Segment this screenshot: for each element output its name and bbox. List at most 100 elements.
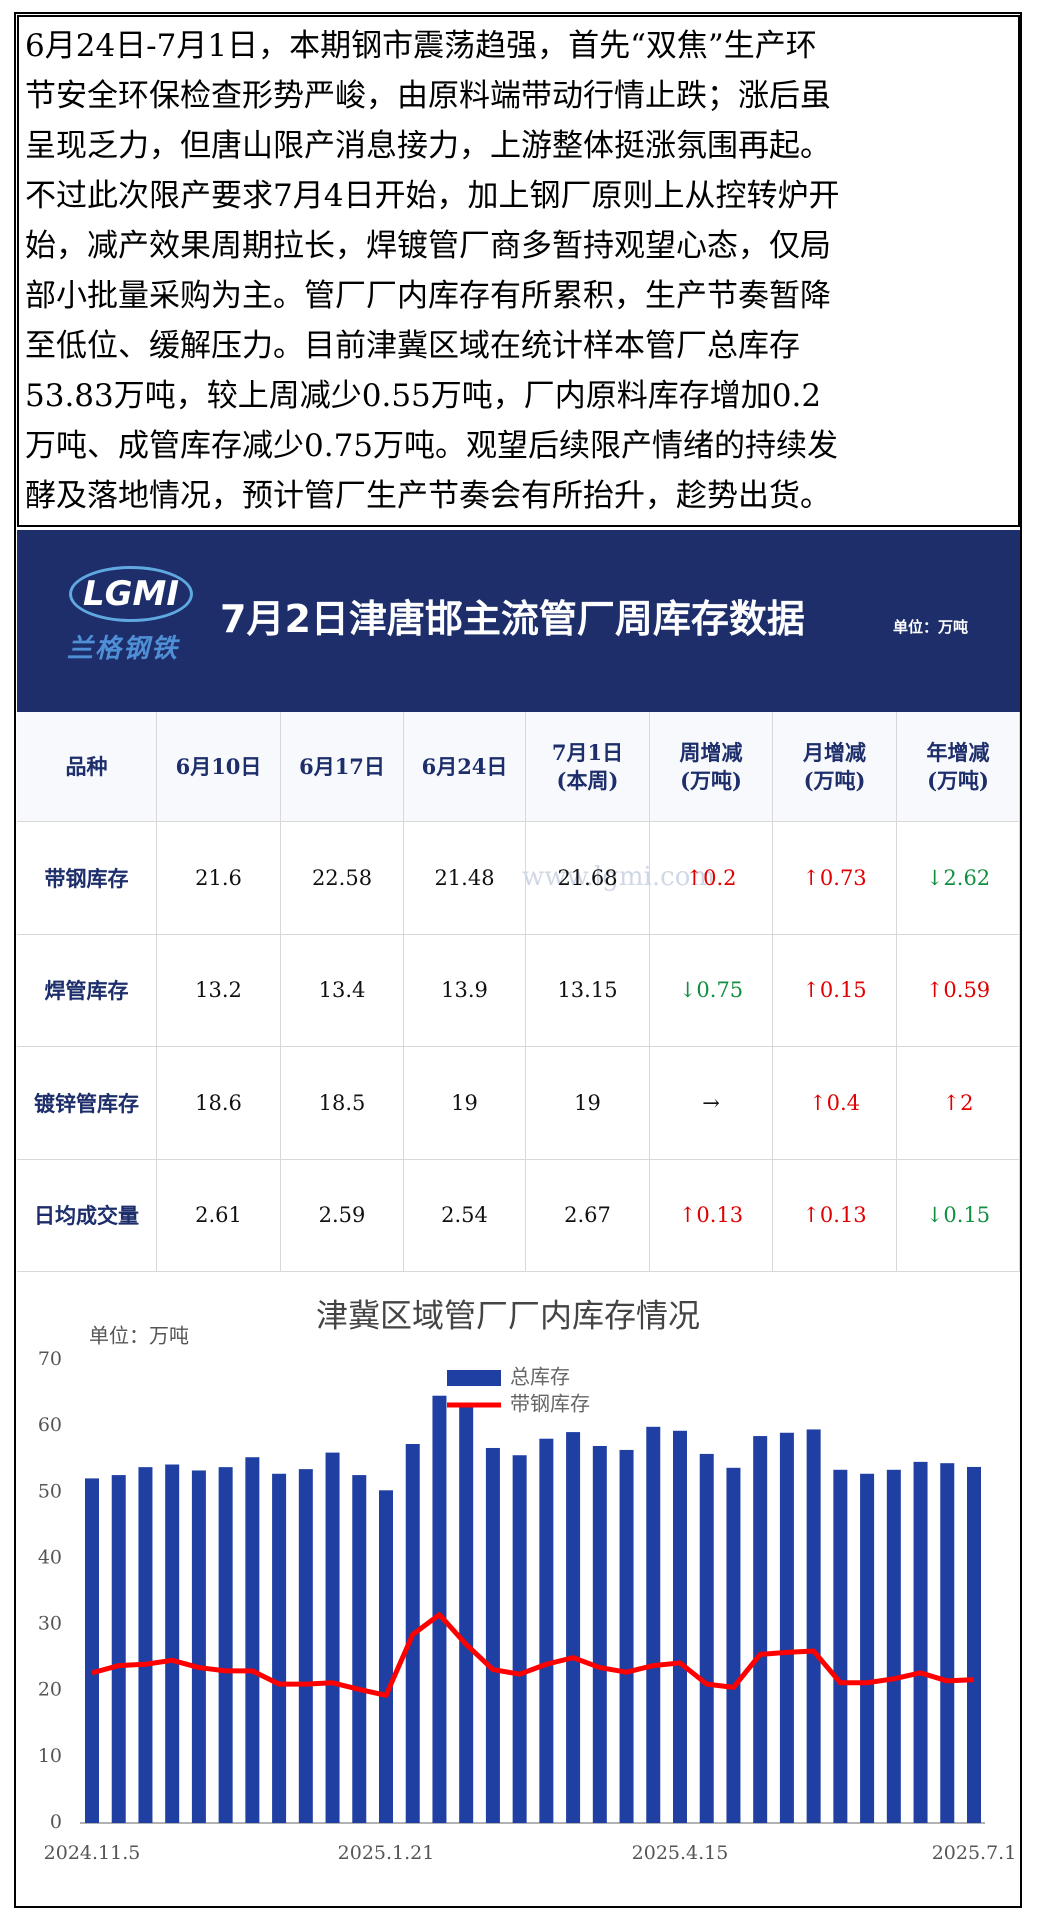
bar	[699, 1453, 714, 1823]
bar	[512, 1455, 527, 1823]
chart: 津冀区域管厂厂内库存情况 单位：万吨 0 10 20 30 40 50 60 70 2024.1…	[38, 1297, 1017, 1865]
y-tick-label: 10	[38, 1745, 62, 1767]
table-cell: 13.2	[157, 934, 281, 1047]
x-tick-label: 2025.1.21	[338, 1842, 435, 1864]
legend-swatch	[447, 1370, 501, 1386]
table-cell: 2.54	[404, 1159, 526, 1272]
text-line: 始，减产效果周期拉长，焊镀管厂商多暂持观望心态，仅局	[25, 228, 831, 264]
text-line: 呈现乏力，但唐山限产消息接力，上游整体挺涨氛围再起。	[25, 128, 831, 164]
table-cell: 21.48	[404, 822, 526, 935]
bar	[218, 1467, 233, 1823]
table-cell: 带钢库存	[17, 822, 157, 935]
line	[91, 1612, 975, 1698]
frame	[14, 12, 1022, 1908]
y-tick-label: 60	[38, 1414, 62, 1436]
bar	[485, 1447, 500, 1823]
bar	[245, 1457, 260, 1823]
column-header: 6月17日	[281, 712, 404, 822]
bar	[379, 1490, 393, 1823]
bar	[325, 1452, 340, 1823]
legend-label: 总库存	[510, 1365, 570, 1389]
text-line: 不过此次限产要求7月4日开始，加上钢厂原则上从控转炉开	[25, 178, 840, 214]
bar	[298, 1469, 313, 1823]
bar	[753, 1436, 768, 1823]
table-cell: 18.5	[281, 1047, 404, 1160]
table-cell: 日均成交量	[17, 1159, 157, 1272]
table-cell: 21.68	[526, 822, 650, 935]
y-tick-label: 70	[38, 1348, 62, 1370]
table-cell: ↓2.62	[897, 822, 1020, 935]
table-cell: 18.6	[157, 1047, 281, 1160]
bar	[779, 1432, 794, 1823]
text-line: 部小批量采购为主。管厂厂内库存有所累积，生产节奏暂降	[25, 278, 831, 314]
text-line: 万吨、成管库存减少0.75万吨。观望后续限产情绪的持续发	[25, 428, 839, 464]
bar	[111, 1475, 126, 1823]
table-cell: 13.15	[526, 934, 650, 1047]
table-cell: ↑0.4	[773, 1047, 897, 1160]
table-cell: ↑0.73	[773, 822, 897, 935]
bar	[806, 1429, 821, 1823]
watermark: www.lgmi.com	[522, 862, 716, 892]
bar	[886, 1469, 901, 1823]
text-line: 节安全环保检查形势严峻，由原料端带动行情止跌；涨后虽	[25, 78, 831, 114]
bar	[566, 1432, 581, 1823]
y-tick-label: 50	[38, 1480, 62, 1502]
table-cell: →	[650, 1047, 773, 1160]
x-tick-label: 2025.4.15	[632, 1842, 729, 1864]
bar	[940, 1463, 955, 1823]
bar	[673, 1430, 687, 1823]
bar	[432, 1395, 447, 1823]
banner-title: 7月2日津唐邯主流管厂周库存数据	[220, 597, 805, 641]
text-line: 53.83万吨，较上周减少0.55万吨，厂内原料库存增加0.2	[25, 378, 822, 414]
bar	[726, 1467, 741, 1823]
y-tick-label: 0	[50, 1811, 62, 1833]
table-cell: ↑0.59	[897, 934, 1020, 1047]
bar	[539, 1438, 554, 1823]
table-cell: 21.6	[157, 822, 281, 935]
table-cell: ↑2	[897, 1047, 1020, 1160]
unit-label: 单位：万吨	[89, 1324, 189, 1348]
chart-title: 津冀区域管厂厂内库存情况	[316, 1297, 700, 1335]
y-tick-label: 20	[38, 1679, 62, 1701]
column-header: 年增减 (万吨)	[897, 712, 1020, 822]
column-header: 7月1日 (本周)	[526, 712, 650, 822]
summary-text: 6月24日-7月1日，本期钢市震荡趋强，首先“双焦”生产环 节安全环保检查形势严峻…	[17, 15, 1020, 527]
logo-subtitle: 兰格钢铁	[67, 634, 180, 664]
table-cell: ↑0.2	[650, 822, 773, 935]
bar	[272, 1473, 287, 1823]
text-line: 至低位、缓解压力。目前津冀区域在统计样本管厂总库存	[25, 328, 800, 364]
bar	[967, 1466, 981, 1823]
table-cell: 2.59	[281, 1159, 404, 1272]
inventory-table: www.lgmi.com 品种 6月10日 6月17日 6月24日 7月1日 (本周) 周…	[17, 712, 1020, 1272]
banner-unit: 单位：万吨	[893, 618, 969, 636]
bar	[833, 1469, 848, 1823]
bar	[913, 1461, 928, 1823]
y-tick-label: 30	[38, 1613, 62, 1635]
legend-label: 带钢库存	[510, 1392, 590, 1416]
table-cell: 2.61	[157, 1159, 281, 1272]
bar	[138, 1467, 153, 1823]
banner: LGMI 兰格钢铁 7月2日津唐邯主流管厂周库存数据 单位：万吨	[17, 530, 1020, 712]
logo: LGMI	[69, 566, 193, 622]
bar	[191, 1470, 206, 1823]
table-cell: 22.58	[281, 822, 404, 935]
x-tick-label: 2024.11.5	[44, 1842, 141, 1864]
table-cell: 13.9	[404, 934, 526, 1047]
bar	[352, 1475, 367, 1823]
table-cell: 2.67	[526, 1159, 650, 1272]
bar	[646, 1426, 661, 1823]
table-cell: 焊管库存	[17, 934, 157, 1047]
x-tick-label: 2025.7.1	[932, 1842, 1017, 1864]
bar	[85, 1478, 99, 1823]
column-header: 6月10日	[157, 712, 281, 822]
bar	[860, 1473, 875, 1823]
table-cell: ↑0.13	[650, 1159, 773, 1272]
text-line: 6月24日-7月1日，本期钢市震荡趋强，首先“双焦”生产环	[25, 28, 817, 64]
y-tick-label: 40	[38, 1546, 62, 1568]
table-cell: ↑0.13	[773, 1159, 897, 1272]
table-cell: 13.4	[281, 934, 404, 1047]
column-header: 周增减 (万吨)	[650, 712, 773, 822]
column-header: 品种	[17, 712, 157, 822]
column-header: 6月24日	[404, 712, 526, 822]
